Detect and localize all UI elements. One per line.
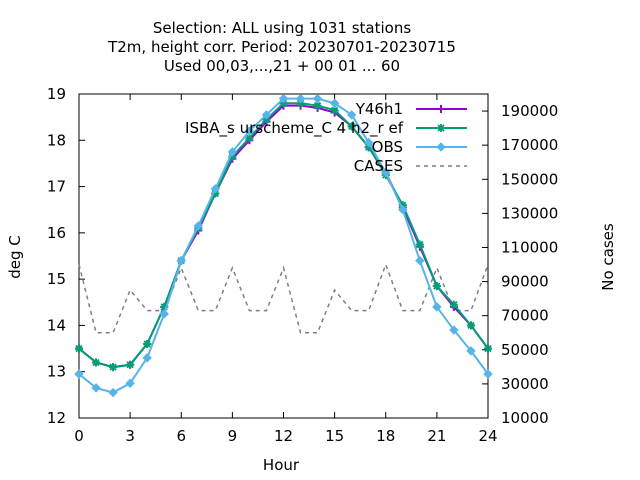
- x-tick-label: 24: [478, 427, 497, 445]
- y2-tick-label: 150000: [501, 170, 558, 188]
- series-obs: [74, 93, 493, 398]
- data-point: [109, 363, 118, 372]
- x-tick-label: 21: [427, 427, 446, 445]
- data-point: [432, 282, 441, 291]
- series-cases: [78, 262, 489, 334]
- title-line-2: T2m, height corr. Period: 20230701-20230…: [107, 38, 456, 56]
- data-point: [143, 339, 152, 348]
- data-point: [261, 110, 272, 120]
- x-tick-label: 3: [125, 427, 135, 445]
- x-tick-label: 18: [376, 427, 395, 445]
- y-tick-label: 18: [47, 131, 66, 149]
- legend-item: ISBA_s urscheme_C 4 h2_r ef: [185, 119, 467, 138]
- data-point: [415, 240, 424, 249]
- data-point: [125, 378, 135, 388]
- data-point: [347, 122, 356, 131]
- y2-tick-label: 10000: [501, 409, 549, 427]
- series-line: [78, 104, 489, 369]
- y2-tick-label: 50000: [501, 341, 549, 359]
- data-point: [449, 300, 458, 309]
- y2-tick-label: 190000: [501, 102, 558, 120]
- data-point: [142, 353, 152, 363]
- legend-label: CASES: [354, 157, 403, 175]
- data-point: [244, 126, 255, 136]
- data-point: [210, 184, 221, 194]
- data-point: [437, 124, 445, 132]
- y2-tick-label: 110000: [501, 238, 558, 256]
- legend-label: OBS: [372, 138, 403, 156]
- legend-item: OBS: [372, 138, 467, 156]
- data-point: [176, 255, 186, 266]
- y2-tick-label: 70000: [501, 307, 549, 325]
- data-point: [193, 221, 203, 231]
- data-point: [74, 369, 84, 379]
- data-point: [295, 93, 306, 104]
- y2-tick-label: 90000: [501, 273, 549, 291]
- y-tick-label: 13: [47, 363, 66, 381]
- data-point: [484, 344, 492, 353]
- data-point: [108, 387, 118, 398]
- data-point: [75, 344, 83, 353]
- data-point: [398, 205, 408, 215]
- y-tick-label: 15: [47, 270, 66, 288]
- y-tick-label: 12: [47, 409, 66, 427]
- series-y46h1: [75, 101, 492, 372]
- data-point: [415, 255, 425, 266]
- data-point: [437, 105, 445, 113]
- y2-tick-label: 130000: [501, 204, 558, 222]
- chart-title: Selection: ALL using 1031 stations T2m, …: [107, 19, 456, 75]
- x-tick-label: 12: [274, 427, 293, 445]
- y-tick-label: 14: [47, 316, 66, 334]
- data-point: [329, 98, 340, 108]
- x-axis-label: Hour: [263, 456, 300, 474]
- axes: 0 3 6 9 12 15 18 21 24 12 13 14 15 16 17 18 19 10000 30000…: [47, 85, 558, 445]
- data-point: [466, 346, 476, 356]
- data-point: [483, 369, 493, 379]
- data-point: [159, 309, 169, 319]
- data-point: [91, 383, 101, 393]
- y2-axis-label: No cases: [599, 223, 617, 291]
- y-tick-label: 16: [47, 224, 66, 242]
- y2-tick-label: 30000: [501, 375, 549, 393]
- data-point: [245, 133, 254, 142]
- series-line: [78, 102, 489, 369]
- x-tick-label: 9: [228, 427, 238, 445]
- data-point: [466, 321, 475, 330]
- legend-item: CASES: [354, 157, 467, 175]
- data-point: [313, 101, 322, 110]
- data-point: [330, 106, 339, 115]
- series-isba-s-urscheme-c-4-h2-r-ef: [75, 99, 492, 372]
- data-point: [436, 142, 446, 152]
- data-point: [364, 137, 374, 148]
- data-point: [126, 360, 135, 369]
- x-tick-label: 15: [325, 427, 344, 445]
- data-point: [432, 302, 442, 312]
- y-tick-label: 19: [47, 85, 66, 103]
- title-line-3: Used 00,03,...,21 + 00 01 ... 60: [164, 57, 400, 75]
- data-point: [92, 358, 101, 367]
- data-point: [227, 147, 238, 157]
- legend-item: Y46h1: [355, 100, 467, 118]
- y-tick-label: 17: [47, 178, 66, 196]
- title-line-1: Selection: ALL using 1031 stations: [153, 19, 412, 37]
- x-tick-label: 0: [74, 427, 84, 445]
- data-point: [278, 93, 289, 104]
- legend-label: Y46h1: [355, 100, 403, 118]
- data-point: [312, 93, 323, 104]
- series-line: [78, 97, 489, 394]
- y-axis-label: deg C: [6, 235, 24, 279]
- data-point: [346, 110, 357, 120]
- data-point: [381, 167, 391, 178]
- series-line: [78, 262, 489, 334]
- legend-label: ISBA_s urscheme_C 4 h2_r ef: [185, 119, 404, 138]
- y2-tick-label: 170000: [501, 136, 558, 154]
- data-point: [449, 325, 459, 335]
- x-tick-label: 6: [176, 427, 186, 445]
- plot-area: [74, 93, 493, 398]
- data-point: [160, 302, 169, 311]
